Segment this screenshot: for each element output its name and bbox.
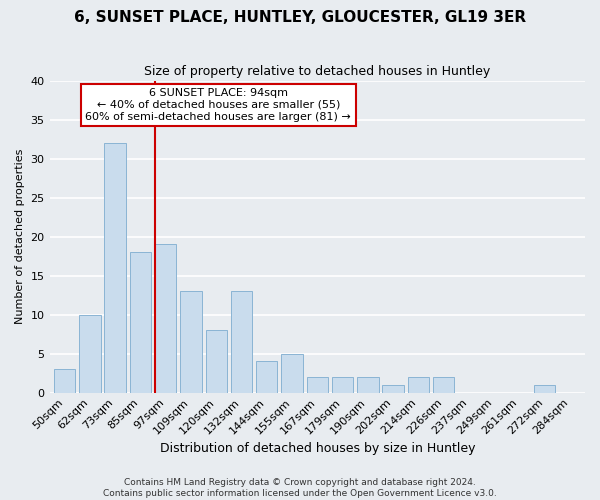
Y-axis label: Number of detached properties: Number of detached properties	[15, 149, 25, 324]
Bar	[104, 143, 126, 392]
Text: 6, SUNSET PLACE, HUNTLEY, GLOUCESTER, GL19 3ER: 6, SUNSET PLACE, HUNTLEY, GLOUCESTER, GL…	[74, 10, 526, 25]
Bar	[180, 291, 202, 392]
Bar	[206, 330, 227, 392]
Text: 6 SUNSET PLACE: 94sqm
← 40% of detached houses are smaller (55)
60% of semi-deta: 6 SUNSET PLACE: 94sqm ← 40% of detached …	[85, 88, 351, 122]
Bar	[79, 314, 101, 392]
Bar	[54, 369, 76, 392]
Text: Contains HM Land Registry data © Crown copyright and database right 2024.
Contai: Contains HM Land Registry data © Crown c…	[103, 478, 497, 498]
Bar	[433, 377, 454, 392]
Title: Size of property relative to detached houses in Huntley: Size of property relative to detached ho…	[144, 65, 490, 78]
Bar	[357, 377, 379, 392]
Bar	[382, 385, 404, 392]
Bar	[281, 354, 303, 393]
Bar	[307, 377, 328, 392]
Bar	[534, 385, 556, 392]
X-axis label: Distribution of detached houses by size in Huntley: Distribution of detached houses by size …	[160, 442, 475, 455]
Bar	[130, 252, 151, 392]
Bar	[155, 244, 176, 392]
Bar	[256, 362, 277, 392]
Bar	[332, 377, 353, 392]
Bar	[407, 377, 429, 392]
Bar	[231, 291, 252, 392]
